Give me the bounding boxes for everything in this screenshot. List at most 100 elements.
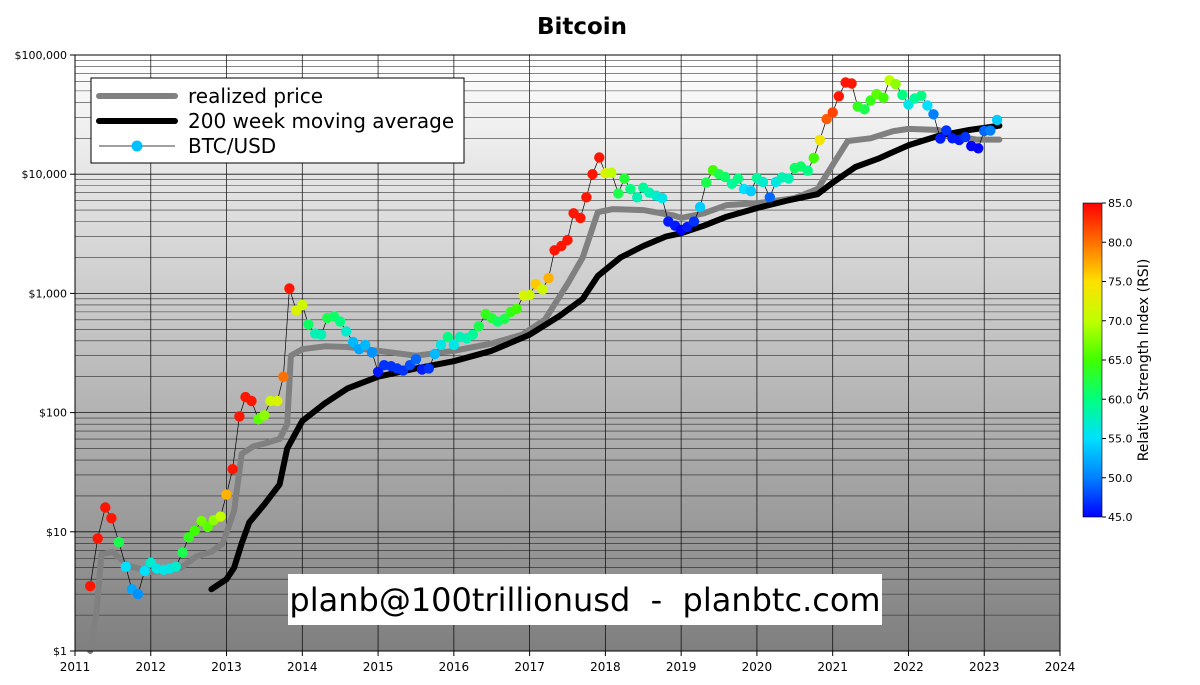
colorbar-tick-label: 60.0 xyxy=(1108,393,1133,406)
btc-price-point xyxy=(366,347,378,358)
y-tick-label: $100,000 xyxy=(15,49,68,62)
btc-price-point xyxy=(764,192,775,203)
btc-price-point xyxy=(613,188,624,199)
axes: 2011 2012 2013 2014 2015 2016 2017 2018 2019 2020… xyxy=(15,49,1076,674)
btc-price-point xyxy=(499,313,510,325)
btc-price-point xyxy=(85,580,96,592)
btc-price-point xyxy=(783,173,794,184)
btc-price-point xyxy=(745,186,757,197)
btc-price-point xyxy=(120,561,131,572)
btc-price-point xyxy=(928,109,939,120)
200-week-moving-average-line xyxy=(208,122,1003,593)
btc-price-point xyxy=(594,152,605,163)
y-tick-label: $100 xyxy=(39,407,67,420)
colorbar-tick-label: 75.0 xyxy=(1108,276,1133,289)
watermark-text: planb@100trillionusd - planbtc.com xyxy=(289,581,880,619)
y-tick-label: $10,000 xyxy=(22,168,68,181)
btc-price-point xyxy=(316,329,327,340)
btc-price-point xyxy=(991,114,1003,126)
btc-price-point xyxy=(139,565,150,577)
btc-price-point xyxy=(732,173,744,184)
colorbar-tick-label: 70.0 xyxy=(1108,315,1133,328)
x-tick-label: 2014 xyxy=(287,660,318,674)
colorbar: 45.0 50.0 55.0 60.0 65.0 70.0 75.0 80.0 85.0 Rel… xyxy=(1082,197,1152,524)
btc-price-point xyxy=(606,167,617,178)
colorbar-tick-label: 50.0 xyxy=(1108,472,1133,485)
btc-price-point xyxy=(170,561,181,572)
x-tick-label: 2022 xyxy=(893,660,924,674)
btc-price-point xyxy=(562,234,573,246)
btc-price-point xyxy=(524,289,535,301)
x-tick-label: 2015 xyxy=(363,660,394,674)
btc-price-point xyxy=(442,331,453,343)
x-tick-label: 2020 xyxy=(742,660,773,674)
btc-price-point xyxy=(106,513,117,524)
colorbar-tick-label: 80.0 xyxy=(1108,236,1133,249)
btc-price-point xyxy=(284,283,295,294)
btc-price-point xyxy=(234,411,245,422)
btc-price-point xyxy=(511,303,522,315)
legend-marker-btc-usd xyxy=(131,140,143,152)
btc-price-point xyxy=(619,173,630,184)
btc-price-point xyxy=(132,588,144,600)
legend-label-200-week-ma: 200 week moving average xyxy=(188,109,454,133)
btc-price-point xyxy=(960,131,971,143)
btc-price-point xyxy=(859,104,870,115)
btc-price-point xyxy=(543,272,554,284)
btc-price-point xyxy=(922,100,933,111)
x-tick-label: 2016 xyxy=(439,660,470,674)
btc-price-point xyxy=(694,201,706,213)
btc-price-point xyxy=(423,363,434,374)
btc-price-point xyxy=(973,143,984,154)
btc-price-point xyxy=(897,89,908,101)
btc-price-point xyxy=(802,165,813,176)
btc-price-point xyxy=(341,326,352,337)
btc-price-point xyxy=(92,533,103,544)
btc-price-point xyxy=(221,489,232,500)
colorbar-tick-label: 45.0 xyxy=(1108,511,1133,524)
btc-price-point xyxy=(757,176,769,188)
btc-price-point xyxy=(100,502,111,513)
btc-price-point xyxy=(581,192,592,203)
btc-price-point xyxy=(177,547,188,558)
btc-price-point xyxy=(537,284,548,295)
btc-price-point xyxy=(246,395,257,407)
x-tick-label: 2017 xyxy=(514,660,545,674)
legend-label-realized-price: realized price xyxy=(188,84,323,108)
colorbar-label: Relative Strength Index (RSI) xyxy=(1136,259,1152,462)
btc-price-point xyxy=(429,348,441,360)
btc-price-point xyxy=(916,90,927,102)
btc-price-point xyxy=(215,511,226,522)
btc-price-point xyxy=(448,339,459,351)
grid-lines xyxy=(74,55,1061,652)
legend-label-btc-usd: BTC/USD xyxy=(188,134,276,158)
btc-price-point xyxy=(575,212,586,224)
x-tick-label: 2024 xyxy=(1045,660,1076,674)
btc-price-point xyxy=(347,336,359,348)
btc-price-point xyxy=(435,339,447,351)
colorbar-ticks: 45.0 50.0 55.0 60.0 65.0 70.0 75.0 80.0 85.0 xyxy=(1102,197,1133,524)
colorbar-gradient xyxy=(1082,202,1103,518)
watermark: planb@100trillionusd - planbtc.com xyxy=(288,574,882,625)
realized-price-line xyxy=(87,125,1003,654)
btc-price-point xyxy=(985,125,996,136)
colorbar-tick-label: 85.0 xyxy=(1108,197,1133,210)
btc-price-point xyxy=(833,91,844,102)
btc-price-point xyxy=(360,339,371,351)
btc-price-point xyxy=(303,319,314,330)
btc-price-point xyxy=(878,92,889,103)
x-tick-label: 2011 xyxy=(60,660,91,674)
btc-price-point xyxy=(372,366,384,377)
legend: realized price 200 week moving average B… xyxy=(90,77,465,164)
x-tick-label: 2013 xyxy=(211,660,242,674)
btc-price-point xyxy=(814,134,825,146)
btc-price-point xyxy=(701,177,712,188)
btc-price-point xyxy=(113,536,125,548)
watermark-box xyxy=(288,574,882,625)
btc-price-point xyxy=(259,410,270,421)
btc-price-point xyxy=(821,113,832,125)
x-tick-label: 2012 xyxy=(135,660,166,674)
y-tick-label: $10 xyxy=(46,526,67,539)
colorbar-tick-label: 55.0 xyxy=(1108,433,1133,446)
plot-frame xyxy=(74,54,1061,652)
